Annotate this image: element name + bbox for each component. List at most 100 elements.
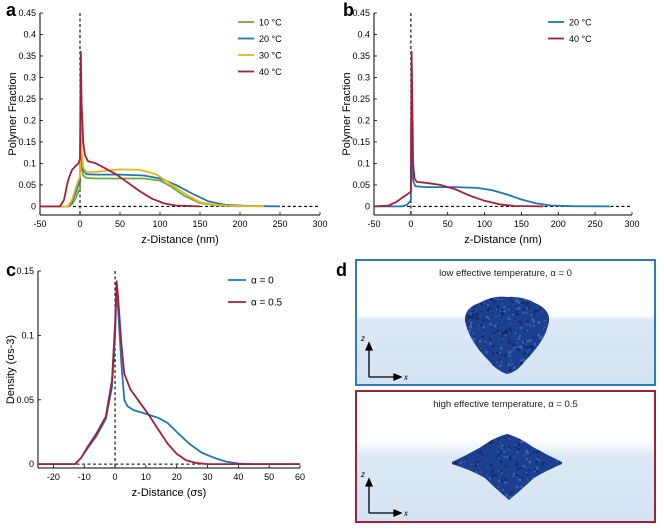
texture-dot [515, 462, 519, 466]
texture-dot [501, 308, 504, 312]
y-tick-label-a: 0.35 [18, 51, 36, 61]
texture-dot [490, 474, 493, 478]
x-tick-label-b: -50 [367, 219, 380, 229]
texture-dot [491, 356, 493, 358]
y-tick-label-a: 0.45 [18, 8, 36, 18]
texture-dot [497, 330, 500, 333]
texture-dot [509, 299, 511, 301]
texture-dot [497, 298, 499, 301]
texture-dot [541, 334, 544, 337]
texture-dot [507, 340, 511, 344]
x-tick-label-b: 200 [551, 219, 566, 229]
texture-dot [514, 445, 517, 448]
texture-dot [511, 301, 514, 303]
texture-dot [515, 460, 517, 463]
texture-dot [540, 331, 543, 333]
texture-dot [465, 457, 468, 460]
legend-label-a-3: 40 °C [259, 67, 282, 77]
texture-dot [517, 337, 520, 341]
texture-dot [525, 311, 528, 314]
texture-dot [526, 329, 529, 332]
texture-dot [509, 297, 511, 299]
texture-dot [508, 456, 512, 460]
texture-dot [490, 307, 493, 310]
x-tick-label-a: 100 [152, 219, 167, 229]
texture-dot [479, 315, 481, 317]
y-axis-label-c: Density (σs-3) [5, 335, 17, 404]
texture-dot [506, 354, 509, 356]
texture-dot [499, 320, 501, 322]
texture-dot [507, 337, 511, 340]
texture-dot [539, 454, 541, 456]
texture-dot [493, 330, 497, 334]
texture-dot [503, 450, 506, 454]
legend-label-b-0: 20 °C [569, 18, 592, 28]
texture-dot [510, 307, 512, 309]
texture-dot [528, 333, 530, 335]
texture-dot [504, 480, 508, 484]
texture-dot [518, 476, 521, 479]
y-tick-label-a: 0.05 [18, 180, 36, 190]
texture-dot [500, 331, 502, 333]
axis-z-label-top: z [360, 334, 365, 343]
legend-label-a-0: 10 °C [259, 18, 282, 28]
y-tick-label-a: 0.2 [23, 115, 36, 125]
y-tick-label-b: 0.15 [352, 137, 370, 147]
texture-dot [517, 478, 522, 482]
texture-dot [501, 332, 504, 336]
texture-dot [535, 457, 538, 460]
texture-dot [521, 358, 526, 362]
texture-dot [535, 451, 538, 454]
texture-dot [527, 353, 530, 356]
texture-dot [551, 456, 553, 458]
texture-dot [528, 335, 530, 337]
x-axis-label-c: z-Distance (σs) [132, 487, 207, 499]
x-axis-label-b: z-Distance (nm) [464, 234, 542, 246]
texture-dot [522, 345, 526, 349]
x-tick-label-a: 0 [77, 219, 82, 229]
series-line-a-0 [40, 128, 241, 208]
texture-dot [507, 316, 511, 320]
y-tick-label-a: 0.15 [18, 137, 36, 147]
texture-dot [512, 343, 516, 347]
texture-dot [525, 340, 529, 343]
texture-dot [532, 451, 535, 454]
series-line-a-2 [40, 76, 265, 208]
series-line-a-3 [40, 50, 201, 208]
y-tick-label-a: 0.1 [23, 158, 36, 168]
texture-dot [528, 306, 531, 309]
x-tick-label-c: 60 [295, 472, 305, 482]
x-tick-label-a: 300 [312, 219, 327, 229]
texture-dot [503, 437, 506, 439]
texture-dot [526, 473, 529, 475]
simulation-snapshot-low-temperature: z x low effective temperature, α = 0 [355, 259, 656, 386]
texture-dot [541, 462, 544, 466]
texture-dot [489, 342, 492, 345]
series-line-b-1 [373, 50, 544, 208]
texture-dot [497, 485, 500, 488]
texture-dot [488, 337, 492, 340]
texture-dot [525, 343, 527, 345]
texture-dot [472, 310, 474, 313]
texture-dot [499, 327, 502, 329]
texture-dot [534, 316, 536, 318]
texture-dot [491, 303, 494, 305]
texture-dot [527, 324, 529, 326]
texture-dot [494, 297, 497, 300]
texture-dot [501, 335, 504, 338]
texture-dot [498, 445, 500, 448]
chart-b: -50 0 50 100 150 200 250 300 0 0.05 0.1 0.15 0.2 0.25… [341, 8, 640, 246]
texture-dot [488, 477, 492, 480]
texture-dot [532, 320, 536, 323]
texture-dot [533, 336, 535, 338]
texture-dot [514, 318, 516, 320]
texture-dot [495, 474, 498, 477]
texture-dot [480, 310, 483, 313]
texture-dot [488, 441, 492, 445]
texture-dot [534, 310, 537, 314]
texture-dot [496, 322, 498, 324]
texture-dot [480, 347, 482, 350]
texture-dot [487, 319, 489, 322]
texture-dot [496, 305, 500, 308]
texture-dot [508, 327, 512, 331]
